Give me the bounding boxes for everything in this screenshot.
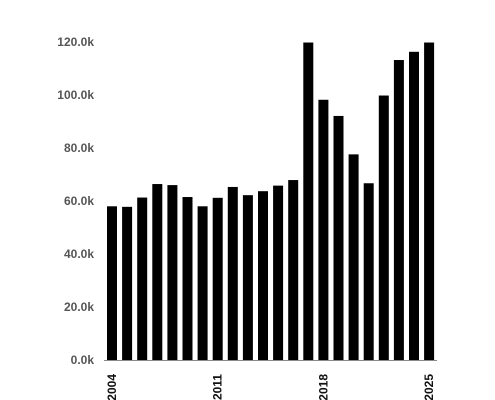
bar-2014: [258, 191, 268, 360]
bar-2018: [318, 99, 329, 361]
y-tick-label: 0.0k: [71, 353, 95, 367]
bar-2011: [212, 197, 223, 360]
bar-2021: [363, 183, 374, 360]
x-tick-label: 2018: [316, 374, 330, 400]
bar-2010: [197, 206, 208, 360]
bar-2019: [333, 115, 344, 360]
x-tick-label: 2025: [422, 374, 436, 400]
bar-2022: [378, 95, 389, 360]
bar-2005: [122, 206, 133, 360]
bar-2024: [409, 51, 419, 361]
bar-2013: [242, 195, 253, 360]
y-tick-label: 20.0k: [64, 300, 94, 314]
bar-2015: [273, 185, 284, 360]
y-tick-label: 120.0k: [57, 35, 94, 49]
bar-2017: [303, 42, 314, 360]
y-axis: 0.0k 20.0k 40.0k 60.0k 80.0k 100.0k 120.0k: [57, 35, 94, 367]
y-tick-label: 100.0k: [57, 88, 94, 102]
x-axis: 2004 2011 2018 2025: [104, 360, 437, 400]
x-tick-label: 2004: [105, 374, 119, 400]
bar-2006: [137, 197, 148, 360]
bar-2008: [167, 185, 178, 360]
bar-2004: [107, 206, 117, 360]
bar-2023: [393, 60, 404, 361]
y-tick-label: 60.0k: [64, 194, 94, 208]
bars-group: [107, 42, 435, 361]
bar-2020: [348, 154, 359, 360]
bar-2016: [288, 180, 299, 360]
y-tick-label: 40.0k: [64, 247, 94, 261]
bar-2025: [424, 42, 435, 360]
y-tick-label: 80.0k: [64, 141, 94, 155]
bar-2012: [227, 186, 238, 360]
bar-2007: [152, 184, 163, 360]
x-tick-label: 2011: [211, 374, 225, 400]
bar-2009: [182, 197, 193, 360]
